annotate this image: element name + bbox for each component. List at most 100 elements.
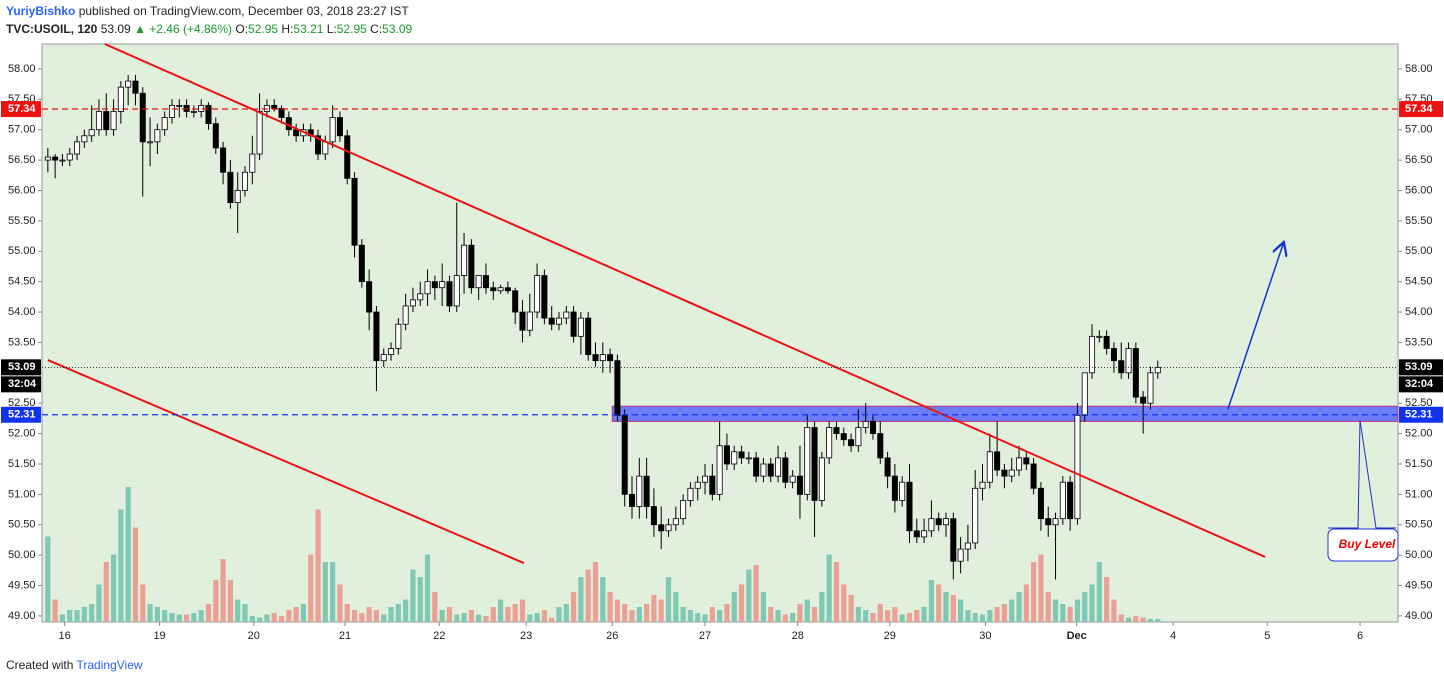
symbol: TVC:USOIL, 120 <box>6 22 98 36</box>
volume-bar <box>1009 599 1015 622</box>
volume-bar <box>636 607 642 622</box>
y-tick-label: 52.50 <box>1405 397 1433 409</box>
candle-body <box>680 500 687 520</box>
author[interactable]: YuriyBishko <box>6 4 75 18</box>
volume-bar <box>1155 619 1161 622</box>
candle-body <box>716 445 723 495</box>
volume-bar <box>673 592 679 622</box>
y-tick-label: 49.50 <box>8 579 36 591</box>
candle-body <box>1074 414 1081 520</box>
candle-body <box>475 275 482 289</box>
volume-bar <box>943 592 949 622</box>
footer-brand[interactable]: TradingView <box>77 658 143 672</box>
candle-body <box>753 457 760 477</box>
callout-line <box>1359 419 1396 529</box>
candle-body <box>1052 518 1059 526</box>
candle-body <box>891 475 898 501</box>
volume-bar <box>811 607 818 622</box>
volume-bar <box>483 616 489 622</box>
x-tick-label: 21 <box>339 630 351 642</box>
candle-body <box>125 80 132 88</box>
volume-bar <box>928 580 934 622</box>
volume-bar <box>497 599 504 622</box>
volume-bar <box>388 607 394 622</box>
x-tick-label: 26 <box>606 630 618 642</box>
x-tick-label: 6 <box>1357 630 1363 642</box>
volume-bar <box>315 509 321 622</box>
volume-bar <box>403 599 409 622</box>
candle-body <box>665 524 672 532</box>
x-tick-label: 28 <box>792 630 804 642</box>
price-label-box <box>1399 406 1443 423</box>
candle-body <box>621 414 628 495</box>
candle-body <box>570 311 577 337</box>
volume-bar <box>213 580 219 622</box>
volume-bar <box>67 610 73 622</box>
y-tick-label: 50.00 <box>1405 549 1433 561</box>
volume-bar <box>351 610 358 622</box>
volume-bar <box>330 562 336 622</box>
volume-bar <box>958 599 964 622</box>
volume-bar <box>183 614 190 622</box>
candle-body <box>818 457 825 501</box>
volume-bar <box>899 614 905 622</box>
candle-body <box>702 475 709 483</box>
volume-bar <box>1045 592 1051 622</box>
volume-bar <box>914 610 920 622</box>
candle-body <box>468 244 475 289</box>
volume-bar <box>249 616 255 622</box>
volume-bar <box>96 584 102 622</box>
candle-body <box>439 281 446 289</box>
volume-bar <box>614 599 621 622</box>
volume-bar <box>644 604 650 622</box>
x-tick-label: 29 <box>884 630 896 642</box>
candle-body <box>351 177 358 246</box>
volume-bar <box>680 607 686 622</box>
volume-bar <box>746 569 752 622</box>
x-tick-label: 30 <box>979 630 991 642</box>
candle-body <box>826 427 833 459</box>
volume-bar <box>768 607 774 622</box>
volume-bar <box>826 554 832 622</box>
candle-body <box>431 281 438 289</box>
volume-bar <box>81 607 87 622</box>
volume-bar <box>950 595 956 622</box>
x-tick-label: 19 <box>153 630 165 642</box>
volume-bar <box>972 613 978 622</box>
volume-bar <box>439 610 445 622</box>
volume-bar <box>600 577 606 622</box>
candle-body <box>986 451 993 483</box>
volume-bar <box>629 610 635 622</box>
volume-bar <box>833 562 840 622</box>
candle-body <box>95 111 102 131</box>
candle-body <box>1096 335 1103 338</box>
volume-bar <box>1023 584 1029 622</box>
candle-body <box>293 129 300 137</box>
volume-bar <box>651 595 657 622</box>
volume-bar <box>724 604 730 622</box>
candle-body <box>380 354 387 362</box>
candle-body <box>979 481 986 489</box>
volume-bar <box>753 565 759 622</box>
candle-body <box>497 287 504 292</box>
volume-bar <box>198 610 204 622</box>
candle-body <box>972 487 979 544</box>
y-tick-label: 50.50 <box>8 519 36 531</box>
candle-body <box>1045 518 1052 526</box>
volume-bar <box>665 577 672 622</box>
volume-bar <box>154 607 160 622</box>
candle-body <box>103 111 110 131</box>
candle-body <box>504 287 511 292</box>
candle-body <box>373 311 380 362</box>
candle-body <box>344 135 351 179</box>
last-price: 53.09 <box>101 22 131 36</box>
volume-bar <box>607 592 613 622</box>
volume-bar <box>848 595 854 622</box>
volume-bar <box>286 610 292 622</box>
volume-bar <box>344 604 350 622</box>
candle-body <box>555 317 562 325</box>
candle-body <box>424 281 431 295</box>
y-tick-label: 51.00 <box>1405 488 1433 500</box>
candle-body <box>950 518 957 562</box>
x-tick-label: 22 <box>433 630 445 642</box>
